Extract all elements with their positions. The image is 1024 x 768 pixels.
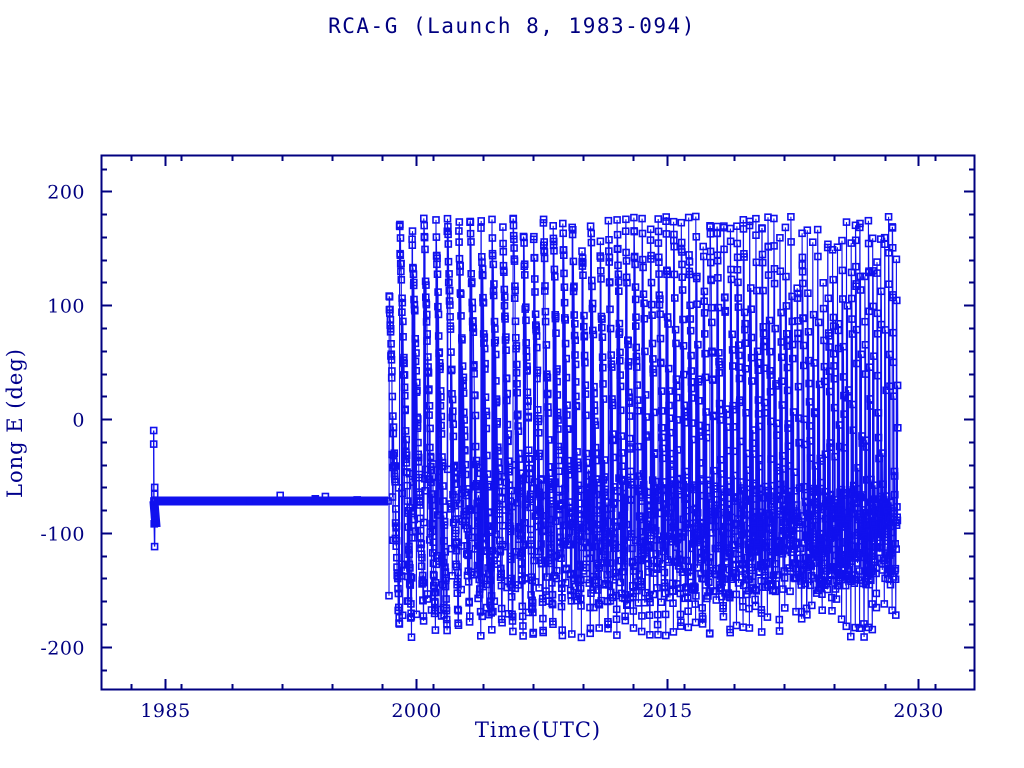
y-axis-tick-labels: 200 100 0 -100 -200	[40, 182, 85, 660]
y-axis-title: Long E (deg)	[3, 348, 27, 498]
x-tick-label: 2030	[893, 700, 943, 722]
y-tick-label: -100	[40, 524, 85, 546]
y-tick-label: 100	[47, 296, 85, 318]
x-axis-title: Time(UTC)	[475, 718, 601, 742]
x-tick-label: 2000	[391, 700, 441, 722]
x-axis-ticks	[130, 155, 937, 690]
series-drift-phase	[385, 212, 902, 642]
y-axis-ticks	[101, 168, 975, 672]
x-tick-label: 2015	[642, 700, 692, 722]
plot-data-layer	[149, 212, 902, 642]
y-tick-label: -200	[40, 638, 85, 660]
plot-frame	[100, 154, 976, 691]
y-tick-label: 200	[47, 182, 85, 204]
plot-axes: 1985 2000 2015 2030 200 100 0 -100 -200	[40, 154, 976, 722]
y-tick-label: 0	[72, 410, 85, 432]
x-tick-label: 1985	[140, 700, 190, 722]
page-title: RCA-G (Launch 8, 1983-094)	[328, 14, 696, 38]
series-station-keeping-phase	[149, 426, 392, 551]
x-axis-tick-labels: 1985 2000 2015 2030	[140, 700, 943, 722]
